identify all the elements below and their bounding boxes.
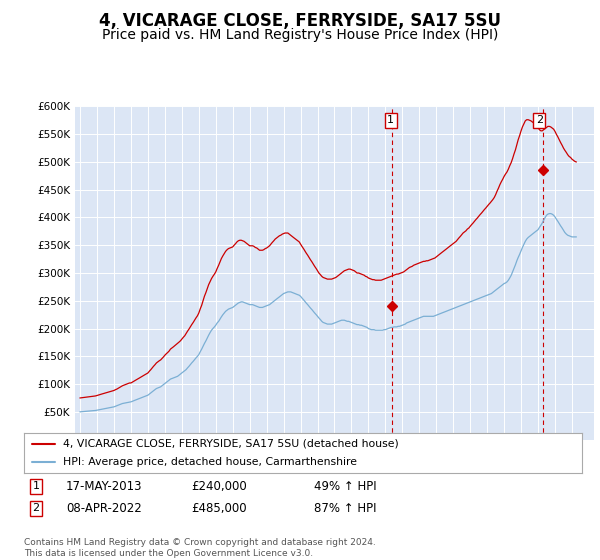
Text: £240,000: £240,000 [191,479,247,493]
Text: 17-MAY-2013: 17-MAY-2013 [66,479,142,493]
Text: Contains HM Land Registry data © Crown copyright and database right 2024.
This d: Contains HM Land Registry data © Crown c… [24,538,376,558]
Text: 08-APR-2022: 08-APR-2022 [66,502,142,515]
Text: 87% ↑ HPI: 87% ↑ HPI [314,502,377,515]
Text: HPI: Average price, detached house, Carmarthenshire: HPI: Average price, detached house, Carm… [63,458,357,467]
Text: 1: 1 [388,115,394,125]
Text: 2: 2 [32,503,40,514]
Text: Price paid vs. HM Land Registry's House Price Index (HPI): Price paid vs. HM Land Registry's House … [102,28,498,42]
Text: £485,000: £485,000 [191,502,247,515]
Text: 2: 2 [536,115,543,125]
Text: 4, VICARAGE CLOSE, FERRYSIDE, SA17 5SU: 4, VICARAGE CLOSE, FERRYSIDE, SA17 5SU [99,12,501,30]
Text: 1: 1 [32,481,40,491]
Text: 49% ↑ HPI: 49% ↑ HPI [314,479,377,493]
Text: 4, VICARAGE CLOSE, FERRYSIDE, SA17 5SU (detached house): 4, VICARAGE CLOSE, FERRYSIDE, SA17 5SU (… [63,439,399,449]
